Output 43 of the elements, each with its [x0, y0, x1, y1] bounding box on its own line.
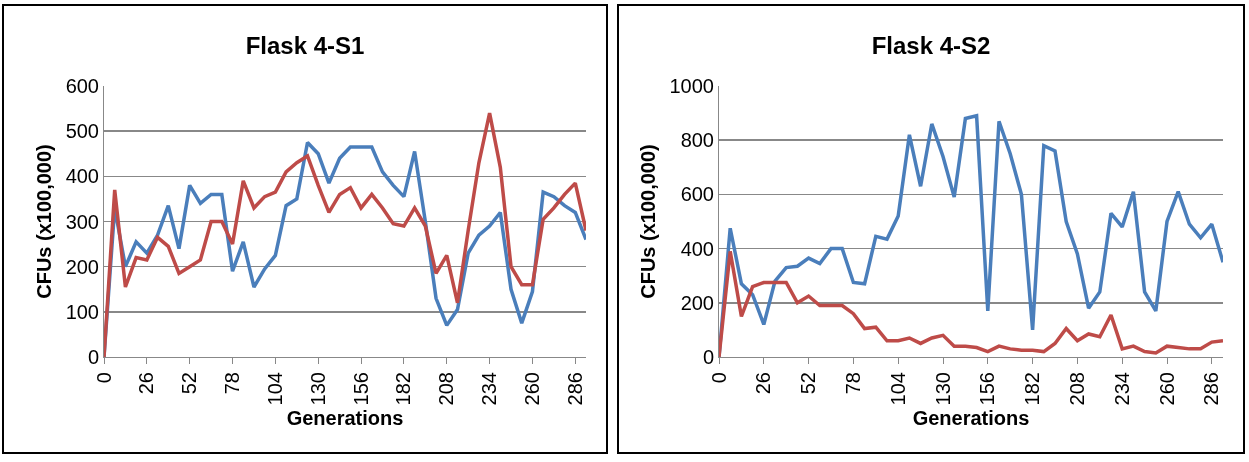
y-tick-label: 200 [65, 255, 99, 278]
x-tick-label: 234 [478, 372, 501, 406]
x-tick-label: 52 [797, 372, 820, 395]
x-tick-label: 26 [752, 372, 775, 395]
y-tick-label: 600 [65, 75, 99, 97]
x-tick-label: 286 [563, 372, 586, 406]
y-tick-label: 300 [65, 210, 99, 233]
y-tick-label: 400 [680, 237, 714, 260]
x-tick-label: 182 [1021, 372, 1044, 406]
x-tick-label: 130 [931, 372, 954, 406]
chart-title: Flask 4-S2 [871, 32, 991, 60]
x-tick-label: 104 [886, 372, 909, 406]
x-tick-label: 208 [435, 372, 458, 406]
y-axis-title: CFUs (x100,000) [637, 144, 659, 299]
x-tick-label: 260 [520, 372, 543, 406]
chart-title: Flask 4-S1 [245, 32, 365, 60]
x-axis-title: Generations [286, 406, 404, 429]
x-tick-label: 208 [1065, 372, 1088, 406]
x-tick-label: 156 [349, 372, 372, 406]
y-tick-label: 200 [680, 291, 714, 314]
y-tick-label: 0 [702, 346, 714, 368]
x-tick-label: 156 [976, 372, 999, 406]
y-tick-label: 100 [65, 300, 99, 323]
y-axis-title: CFUs (x100,000) [33, 144, 56, 299]
x-tick-label: 260 [1155, 372, 1178, 406]
x-tick-label: 234 [1110, 372, 1133, 406]
y-tick-label: 500 [65, 120, 99, 143]
x-tick-label: 104 [263, 372, 286, 406]
x-tick-label: 78 [841, 372, 864, 395]
x-tick-label: 0 [707, 372, 730, 384]
y-tick-label: 1000 [669, 75, 714, 97]
y-tick-label: 600 [680, 183, 714, 206]
y-tick-label: 0 [87, 346, 99, 368]
x-axis-title: Generations [912, 406, 1030, 429]
x-tick-label: 130 [306, 372, 329, 406]
x-tick-label: 0 [92, 372, 115, 384]
x-tick-label: 286 [1200, 372, 1223, 406]
y-tick-label: 400 [65, 165, 99, 188]
x-tick-label: 78 [221, 372, 244, 395]
x-tick-label: 182 [392, 372, 415, 406]
x-tick-label: 52 [178, 372, 201, 395]
y-tick-label: 800 [680, 129, 714, 152]
x-tick-label: 26 [135, 372, 158, 395]
